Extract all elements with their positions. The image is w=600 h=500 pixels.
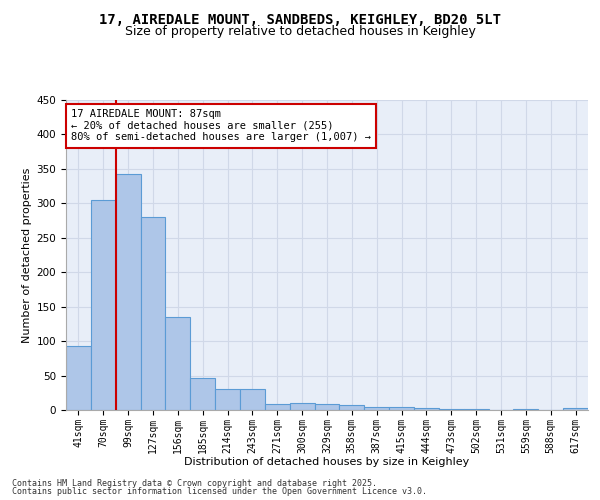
Y-axis label: Number of detached properties: Number of detached properties [22,168,32,342]
Bar [190,378,215,410]
Bar [563,408,588,410]
Bar [116,174,140,410]
Bar [364,407,389,410]
Text: 17 AIREDALE MOUNT: 87sqm
← 20% of detached houses are smaller (255)
80% of semi-: 17 AIREDALE MOUNT: 87sqm ← 20% of detach… [71,110,371,142]
Bar [215,388,240,410]
Text: Size of property relative to detached houses in Keighley: Size of property relative to detached ho… [125,25,475,38]
Bar [166,317,190,410]
Text: Contains HM Land Registry data © Crown copyright and database right 2025.: Contains HM Land Registry data © Crown c… [12,478,377,488]
X-axis label: Distribution of detached houses by size in Keighley: Distribution of detached houses by size … [184,457,470,467]
Bar [290,403,314,410]
Bar [314,404,340,410]
Bar [240,388,265,410]
Text: 17, AIREDALE MOUNT, SANDBEDS, KEIGHLEY, BD20 5LT: 17, AIREDALE MOUNT, SANDBEDS, KEIGHLEY, … [99,12,501,26]
Bar [140,217,166,410]
Bar [265,404,290,410]
Bar [389,407,414,410]
Bar [340,405,364,410]
Bar [414,408,439,410]
Text: Contains public sector information licensed under the Open Government Licence v3: Contains public sector information licen… [12,487,427,496]
Bar [91,200,116,410]
Bar [66,346,91,410]
